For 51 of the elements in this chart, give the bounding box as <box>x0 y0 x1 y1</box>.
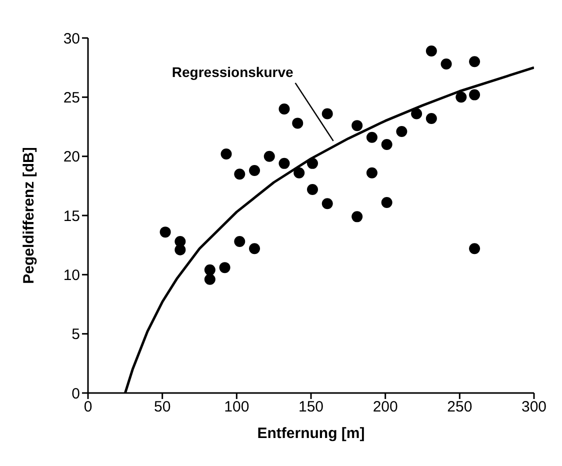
point <box>292 118 304 129</box>
point <box>322 108 333 120</box>
x-tick-label: 50 <box>154 398 171 416</box>
point <box>440 58 452 70</box>
x-tick-label: 200 <box>372 398 398 416</box>
point <box>352 211 363 222</box>
y-tick-label: 30 <box>63 30 80 48</box>
y-tick-label: 5 <box>72 326 80 344</box>
y-tick-label: 0 <box>72 385 80 402</box>
point <box>234 236 246 248</box>
y-tick-label: 10 <box>63 266 80 284</box>
point <box>220 148 232 160</box>
x-axis-title: Entfernung [m] <box>257 425 365 442</box>
y-tick-label: 25 <box>63 89 80 106</box>
point <box>306 158 318 169</box>
point <box>278 158 290 169</box>
point <box>174 244 186 256</box>
point <box>396 126 408 137</box>
point <box>234 168 246 180</box>
point <box>219 262 230 274</box>
point <box>469 89 480 100</box>
y-tick-label: 15 <box>63 208 80 225</box>
annotation: Regressionskurve <box>172 64 294 80</box>
point <box>411 108 422 120</box>
point <box>366 132 378 143</box>
point <box>381 139 392 150</box>
y-axis-title: Pegeldifferenz [dB] <box>20 147 38 284</box>
point <box>306 184 318 195</box>
point <box>249 165 260 176</box>
point <box>352 120 363 132</box>
x-tick-label: 250 <box>447 398 472 416</box>
point <box>426 46 437 57</box>
point <box>366 167 378 178</box>
x-tick-label: 300 <box>521 398 547 416</box>
point <box>160 226 171 238</box>
point <box>469 56 480 68</box>
point <box>204 264 216 276</box>
point <box>469 243 480 254</box>
point <box>456 92 467 103</box>
point <box>264 150 275 162</box>
point <box>278 104 290 114</box>
x-tick-label: 150 <box>298 398 324 416</box>
point <box>381 196 392 208</box>
x-tick-label: 100 <box>224 398 250 416</box>
point <box>426 112 437 124</box>
point <box>322 198 333 210</box>
point <box>204 274 216 285</box>
point <box>294 167 305 178</box>
y-tick-label: 20 <box>63 148 80 166</box>
x-tick-label: 0 <box>84 398 92 416</box>
point <box>249 243 260 254</box>
